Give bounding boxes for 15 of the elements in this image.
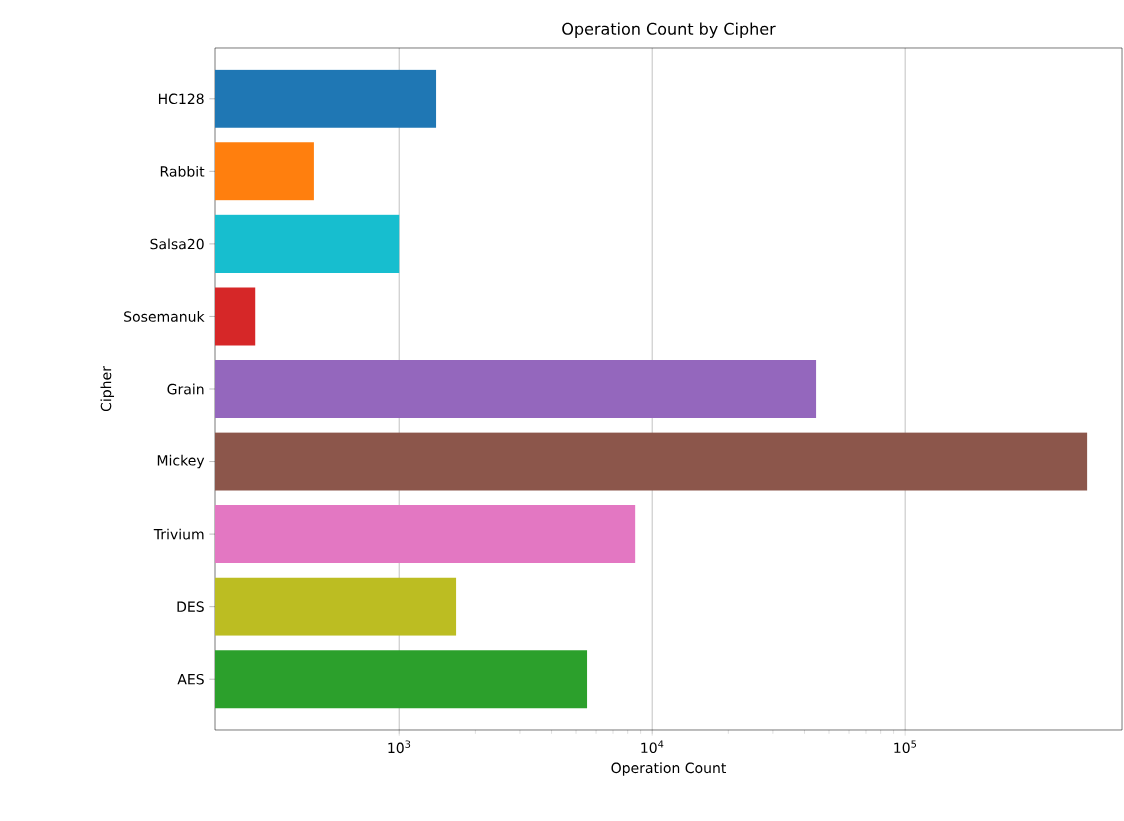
- y-axis-title: Cipher: [100, 366, 115, 412]
- chart-title: Operation Count by Cipher: [562, 22, 776, 38]
- y-tick-label: Salsa20: [150, 238, 204, 250]
- x-tick-label: 10$^{5}$: [894, 740, 916, 754]
- y-tick-label: HC128: [158, 93, 204, 105]
- y-tick-label: AES: [177, 673, 204, 685]
- y-tick-label: Rabbit: [160, 165, 205, 177]
- y-tick-label: Sosemanuk: [124, 311, 205, 322]
- y-tick-label: DES: [177, 601, 204, 612]
- y-tick-label: Grain: [167, 383, 204, 395]
- x-tick-label: 10$^{3}$: [388, 740, 411, 754]
- y-tick-label: Mickey: [157, 454, 205, 469]
- x-axis-title: Operation Count: [611, 762, 727, 776]
- x-tick-label: 10$^{4}$: [641, 740, 664, 754]
- y-tick-label: Trivium: [153, 528, 204, 540]
